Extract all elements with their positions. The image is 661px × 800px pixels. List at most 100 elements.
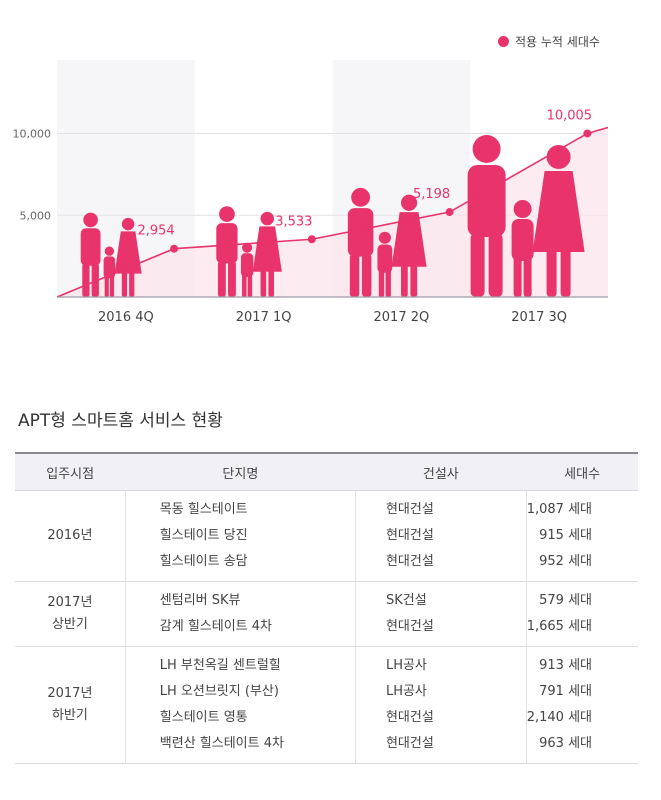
household-count: 915 세대 — [539, 528, 592, 543]
builder-name: 현대건설 — [385, 528, 434, 543]
data-label: 3,533 — [275, 214, 312, 229]
household-count-cell: 579 세대 1,665 세대 — [526, 582, 638, 647]
series-area — [57, 127, 608, 297]
silhouette-part — [121, 272, 128, 297]
move-in-period: 2017년 상반기 — [15, 581, 126, 647]
silhouette-part — [532, 171, 585, 252]
silhouette-part — [467, 165, 506, 237]
family-silhouette — [216, 206, 282, 297]
household-count-cell: 913 세대 791 세대 2,140 세대 963 세대 — [526, 647, 638, 764]
legend-label: 적용 누적 세대수 — [515, 34, 600, 49]
silhouette-part — [546, 249, 557, 297]
x-tick-label: 2017 1Q — [236, 310, 292, 325]
silhouette-part — [401, 264, 408, 297]
x-tick-label: 2016 4Q — [98, 310, 154, 325]
silhouette-part — [378, 270, 385, 297]
table-row: 2017년 하반기 LH 부천옥길 센트럴힐 LH 오션브릿지 (부산) 힐스테이트 영… — [15, 646, 638, 764]
silhouette-part — [472, 135, 501, 163]
silhouette-part — [401, 194, 418, 211]
builder-name: 현대건설 — [385, 710, 434, 725]
period-line: 2016년 — [47, 528, 93, 543]
silhouette-part — [268, 270, 274, 297]
silhouette-part — [114, 231, 142, 274]
silhouette-part — [80, 228, 101, 266]
household-count: 791 세대 — [539, 684, 592, 699]
silhouette-part — [83, 212, 98, 228]
x-tick-label: 2017 2Q — [374, 310, 430, 325]
silhouette-part — [228, 261, 236, 297]
move-in-period: 2016년 — [15, 490, 126, 582]
silhouette-part — [252, 226, 282, 272]
silhouette-part — [216, 223, 238, 264]
header-households: 세대수 — [526, 452, 638, 491]
family-silhouette — [347, 187, 427, 297]
household-count: 913 세대 — [539, 658, 592, 673]
silhouette-part — [349, 253, 360, 297]
silhouette-part — [361, 253, 372, 297]
silhouette-part — [513, 200, 532, 218]
table-header-row: 입주시점 단지명 건설사 세대수 — [15, 452, 638, 491]
x-tick-label: 2017 3Q — [511, 310, 567, 325]
legend-marker — [498, 35, 509, 47]
silhouette-part — [347, 208, 374, 257]
silhouette-part — [109, 276, 115, 297]
builder-name-cell: LH공사 LH공사 현대건설 현대건설 — [355, 646, 527, 764]
silhouette-part — [378, 231, 391, 244]
builder-name: LH공사 — [385, 658, 427, 673]
period-line: 하반기 — [51, 708, 88, 723]
complex-name: 백련산 힐스테이트 4차 — [159, 736, 284, 751]
silhouette-part — [560, 249, 571, 297]
silhouette-part — [513, 257, 522, 297]
silhouette-part — [104, 276, 109, 297]
silhouette-part — [129, 272, 135, 297]
household-count: 1,665 세대 — [526, 619, 592, 634]
silhouette-part — [391, 212, 427, 267]
data-point — [583, 129, 592, 138]
builder-name: 현대건설 — [385, 619, 434, 634]
header-builder: 건설사 — [355, 452, 527, 491]
complex-name: 힐스테이트 당진 — [159, 528, 248, 543]
silhouette-part — [546, 145, 571, 169]
period-line: 2017년 — [47, 595, 93, 610]
complex-name: 힐스테이트 송담 — [159, 554, 248, 569]
silhouette-part — [91, 263, 99, 297]
data-point — [307, 235, 316, 244]
complex-name: 센텀리버 SK뷰 — [159, 593, 241, 608]
silhouette-part — [410, 264, 418, 297]
section-title: APT형 스마트홈 서비스 현황 — [18, 411, 223, 431]
complex-name: 감계 힐스테이트 4차 — [159, 619, 272, 634]
silhouette-part — [351, 187, 371, 207]
complex-name: LH 부천옥길 센트럴힐 — [159, 658, 281, 673]
silhouette-part — [260, 270, 267, 297]
complex-name: 힐스테이트 영통 — [159, 710, 248, 725]
silhouette-part — [488, 233, 503, 297]
silhouette-part — [219, 206, 235, 222]
builder-name: 현대건설 — [385, 554, 434, 569]
silhouette-part — [82, 263, 90, 297]
builder-name-cell: 현대건설 현대건설 현대건설 — [355, 490, 527, 582]
family-silhouette — [80, 212, 142, 297]
silhouette-part — [470, 233, 485, 297]
data-label: 2,954 — [137, 224, 174, 239]
household-count-cell: 1,087 세대 915 세대 952 세대 — [526, 491, 638, 582]
household-count: 1,087 세대 — [526, 502, 592, 517]
table-row: 2016년 목동 힐스테이트 힐스테이트 당진 힐스테이트 송담 현대건설 현대건설 현대건… — [15, 490, 638, 582]
family-silhouette — [467, 135, 585, 297]
complex-name: LH 오션브릿지 (부산) — [159, 684, 279, 699]
header-complex: 단지명 — [125, 452, 356, 491]
silhouette-part — [242, 274, 247, 297]
complex-name: 목동 힐스테이트 — [159, 502, 248, 517]
silhouette-part — [240, 253, 254, 277]
table-row: 2017년 상반기 센텀리버 SK뷰 감계 힐스테이트 4차 SK건설 현대건설 579 세… — [15, 581, 638, 647]
data-label: 10,005 — [547, 108, 593, 123]
silhouette-part — [377, 244, 393, 273]
data-point — [445, 208, 454, 217]
silhouette-part — [523, 257, 532, 297]
silhouette-part — [104, 246, 115, 256]
builder-name: 현대건설 — [385, 736, 434, 751]
builder-name: LH공사 — [385, 684, 427, 699]
y-tick-label: 10,000 — [13, 128, 52, 141]
